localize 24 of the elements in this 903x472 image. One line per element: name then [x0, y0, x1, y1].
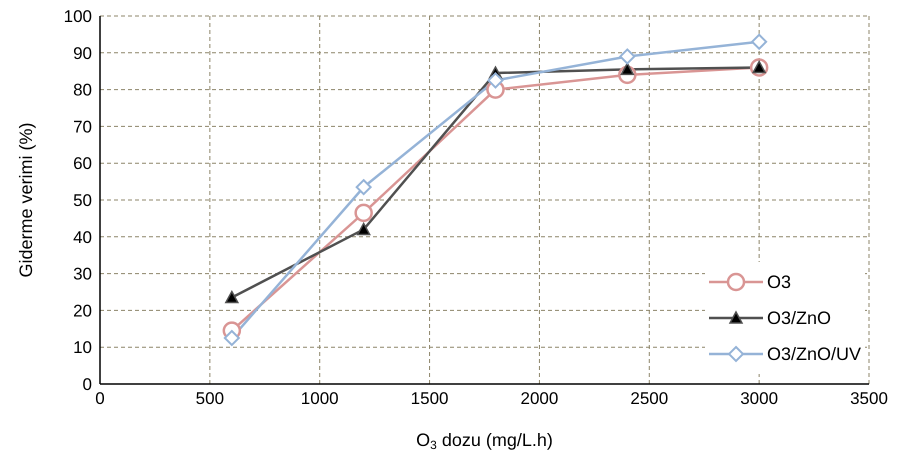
- legend-label: O3/ZnO: [766, 308, 831, 328]
- y-tick-label: 80: [73, 80, 92, 100]
- x-tick-label: 3500: [850, 389, 888, 408]
- y-tick-label: 20: [73, 301, 92, 320]
- x-tick-label: 3000: [740, 389, 778, 408]
- y-tick-label: 0: [82, 375, 92, 394]
- y-tick-label: 30: [73, 264, 92, 284]
- x-tick-label: 500: [196, 389, 224, 408]
- legend-label: O3: [766, 272, 791, 292]
- y-tick-label: 60: [73, 154, 92, 174]
- x-tick-label: 0: [95, 389, 105, 408]
- y-axis-title: Giderme verimi (%): [16, 122, 36, 278]
- y-tick-label: 50: [73, 191, 92, 210]
- x-tick-label: 1000: [300, 389, 339, 408]
- y-tick-label: 40: [73, 228, 92, 247]
- legend-label: O3/ZnO/UV: [766, 344, 861, 364]
- y-tick-label: 10: [73, 338, 92, 358]
- x-axis-title: O$_{3}$ dozu (mg/L.h): [416, 430, 553, 452]
- y-tick-label: 70: [73, 117, 92, 136]
- x-tick-label: 1500: [410, 389, 448, 408]
- y-tick-label: 90: [73, 44, 92, 63]
- x-tick-label: 2000: [520, 389, 558, 408]
- y-tick-label: 100: [64, 7, 92, 26]
- x-tick-label: 2500: [630, 389, 668, 408]
